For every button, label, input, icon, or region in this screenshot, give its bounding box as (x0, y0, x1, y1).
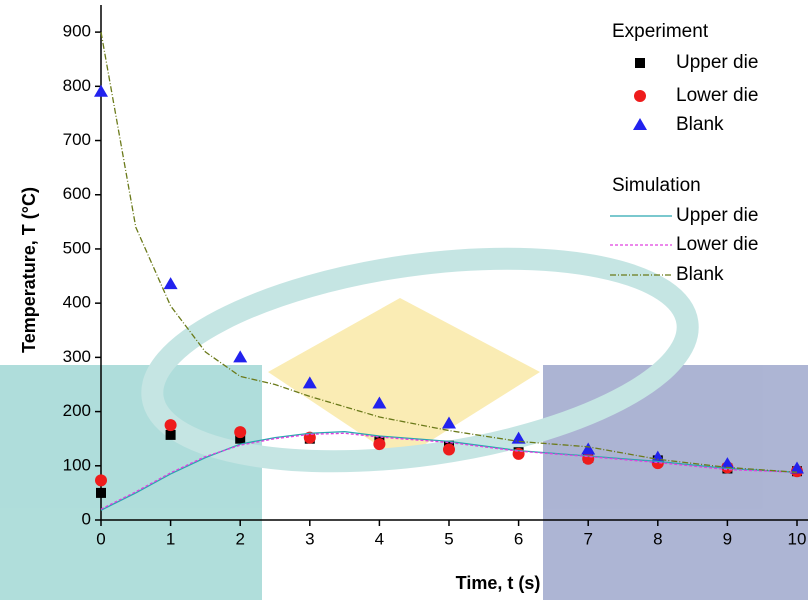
legend-label: Blank (676, 114, 724, 135)
marker (96, 487, 106, 498)
y-tick-label: 500 (63, 238, 91, 257)
marker (163, 277, 178, 290)
x-tick-label: 1 (166, 529, 175, 548)
x-tick-label: 10 (788, 529, 807, 548)
legend-label: Blank (676, 264, 724, 285)
marker (790, 461, 804, 474)
marker (442, 416, 456, 429)
legend-title: Experiment (612, 21, 709, 42)
marker (582, 452, 595, 465)
x-tick-label: 2 (235, 529, 244, 548)
marker (233, 350, 248, 363)
x-tick-label: 9 (723, 529, 732, 548)
marker (235, 433, 246, 444)
legend-label: Lower die (676, 234, 758, 255)
x-tick-label: 3 (305, 529, 314, 548)
x-tick-label: 0 (96, 529, 105, 548)
marker (302, 376, 317, 389)
y-tick-label: 300 (63, 347, 91, 366)
marker (372, 396, 387, 409)
marker (581, 442, 596, 455)
y-tick-label: 200 (63, 401, 91, 420)
marker (234, 426, 247, 439)
series-line (100, 432, 798, 510)
marker (373, 438, 386, 451)
x-tick-label: 8 (653, 529, 662, 548)
y-axis-label: Temperature, T (°C) (19, 187, 39, 353)
legend-label: Upper die (676, 205, 758, 226)
marker (633, 118, 647, 130)
marker (94, 84, 108, 97)
y-tick-label: 600 (63, 184, 91, 203)
marker (443, 443, 455, 456)
marker (635, 58, 645, 68)
x-tick-label: 4 (375, 529, 384, 548)
marker (164, 419, 177, 432)
marker (165, 429, 176, 440)
marker (511, 431, 526, 444)
legend-title: Simulation (612, 175, 701, 196)
legend-label: Lower die (676, 85, 758, 106)
x-axis-label: Time, t (s) (456, 573, 541, 593)
y-tick-label: 0 (82, 509, 91, 528)
marker (634, 90, 646, 102)
y-tick-label: 900 (63, 22, 91, 41)
marker (95, 474, 107, 487)
x-tick-label: 5 (444, 529, 453, 548)
watermark (0, 247, 808, 600)
series-line (100, 430, 798, 511)
y-tick-label: 100 (63, 455, 91, 474)
y-tick-label: 400 (63, 293, 91, 312)
y-tick-label: 800 (63, 76, 91, 95)
y-tick-label: 700 (63, 130, 91, 149)
legend-label: Upper die (676, 52, 758, 73)
marker (720, 457, 735, 470)
x-tick-label: 6 (514, 529, 523, 548)
x-tick-label: 7 (583, 529, 592, 548)
